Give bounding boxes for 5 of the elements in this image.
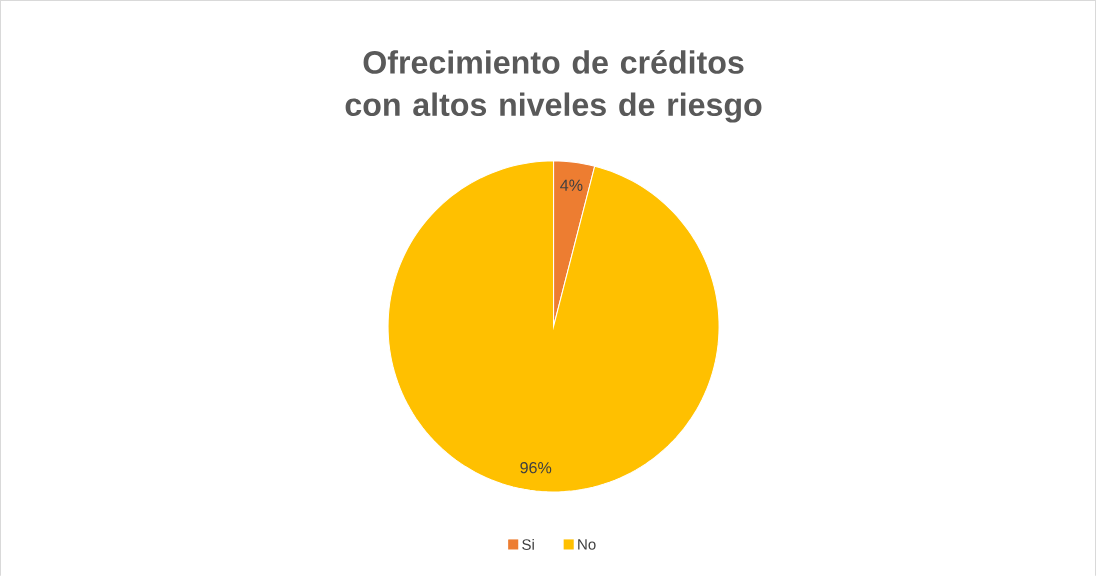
legend-label: Si: [522, 538, 534, 550]
legend-label: No: [578, 539, 596, 550]
data-label: 96%: [520, 461, 552, 474]
data-label: 4%: [560, 179, 583, 191]
chart-title: Ofrecimiento de créditos con altos niveles de riesgo: [345, 49, 762, 123]
